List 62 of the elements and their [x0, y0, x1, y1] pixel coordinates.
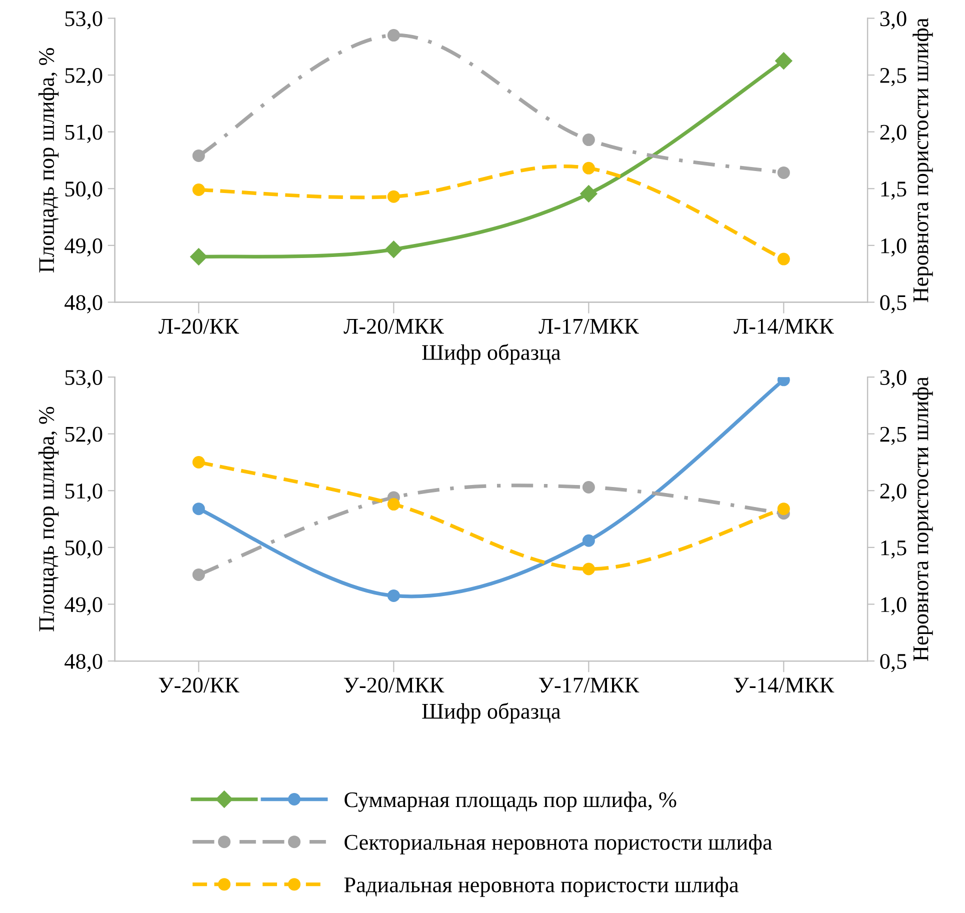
legend-label: Радиальная неровнота пористости шлифа: [344, 876, 739, 897]
x-tick-label: У-20/МКК: [344, 678, 444, 693]
y-tick-label: 48,0: [64, 295, 102, 314]
y2-axis-title: Неровнота пористости шлифа: [912, 376, 933, 661]
y-tick-label: 52,0: [65, 68, 102, 86]
y2-tick-label: 2,5: [880, 68, 906, 86]
point: [387, 190, 400, 203]
point: [387, 498, 400, 511]
point: [387, 29, 400, 42]
point: [582, 134, 595, 146]
y2-tick-label: 1,5: [881, 540, 906, 559]
y-tick-label: 53,0: [65, 11, 102, 30]
y-tick-label: 49,0: [64, 597, 102, 616]
y2-axis-title: Неровнота пористости шлифа: [912, 18, 933, 302]
point: [192, 184, 205, 196]
y2-tick-label: 1,0: [881, 238, 906, 257]
y-tick-label: 50,0: [65, 182, 102, 200]
point: [777, 166, 790, 179]
point: [582, 534, 595, 547]
x-tick-label: Л-20/МКК: [344, 318, 444, 334]
y-tick-label: 50,0: [65, 540, 102, 559]
point: [775, 52, 792, 70]
y-tick-label: 49,0: [64, 238, 102, 257]
point: [192, 456, 205, 468]
x-axis-title: Шифр образца: [422, 344, 561, 365]
y-tick-label: 53,0: [65, 370, 102, 388]
y-tick-label: 51,0: [65, 124, 102, 143]
x-axis-title: Шифр образца: [422, 702, 561, 724]
x-tick-label: Л-14/МКК: [734, 318, 834, 334]
x-tick-label: У-17/МКК: [538, 678, 640, 693]
y2-tick-label: 0,5: [880, 295, 906, 314]
point: [192, 568, 205, 581]
point: [387, 589, 400, 602]
y2-tick-label: 2,0: [880, 484, 906, 502]
y-tick-label: 48,0: [64, 654, 102, 672]
point: [777, 252, 790, 266]
legend-label: Суммарная площадь пор шлифа, %: [344, 792, 676, 812]
point: [582, 562, 595, 576]
legend-label: Секториальная неровнота пористости шлифа: [344, 834, 772, 854]
point: [192, 502, 205, 516]
y-axis-title: Площадь пор шлифа, %: [38, 406, 59, 632]
point: [385, 240, 402, 258]
y2-tick-label: 3,0: [880, 370, 906, 388]
point: [192, 149, 205, 162]
y2-tick-label: 2,0: [880, 124, 906, 143]
point: [582, 480, 595, 494]
y-axis-title: Площадь пор шлифа, %: [38, 48, 59, 273]
y2-tick-label: 1,0: [881, 597, 906, 616]
x-tick-label: У-20/КК: [158, 678, 240, 693]
y2-tick-label: 0,5: [880, 654, 906, 672]
y2-tick-label: 1,5: [881, 182, 906, 200]
x-tick-label: Л-17/МКК: [538, 318, 639, 334]
point: [777, 502, 790, 516]
y-tick-label: 51,0: [65, 484, 102, 502]
y2-tick-label: 3,0: [880, 11, 906, 30]
point: [190, 248, 208, 266]
point: [582, 162, 595, 174]
x-tick-label: У-14/МКК: [734, 678, 834, 693]
x-tick-label: Л-20/КК: [158, 318, 240, 334]
point: [580, 185, 598, 202]
y2-tick-label: 2,5: [880, 426, 906, 445]
y-tick-label: 52,0: [65, 426, 102, 445]
